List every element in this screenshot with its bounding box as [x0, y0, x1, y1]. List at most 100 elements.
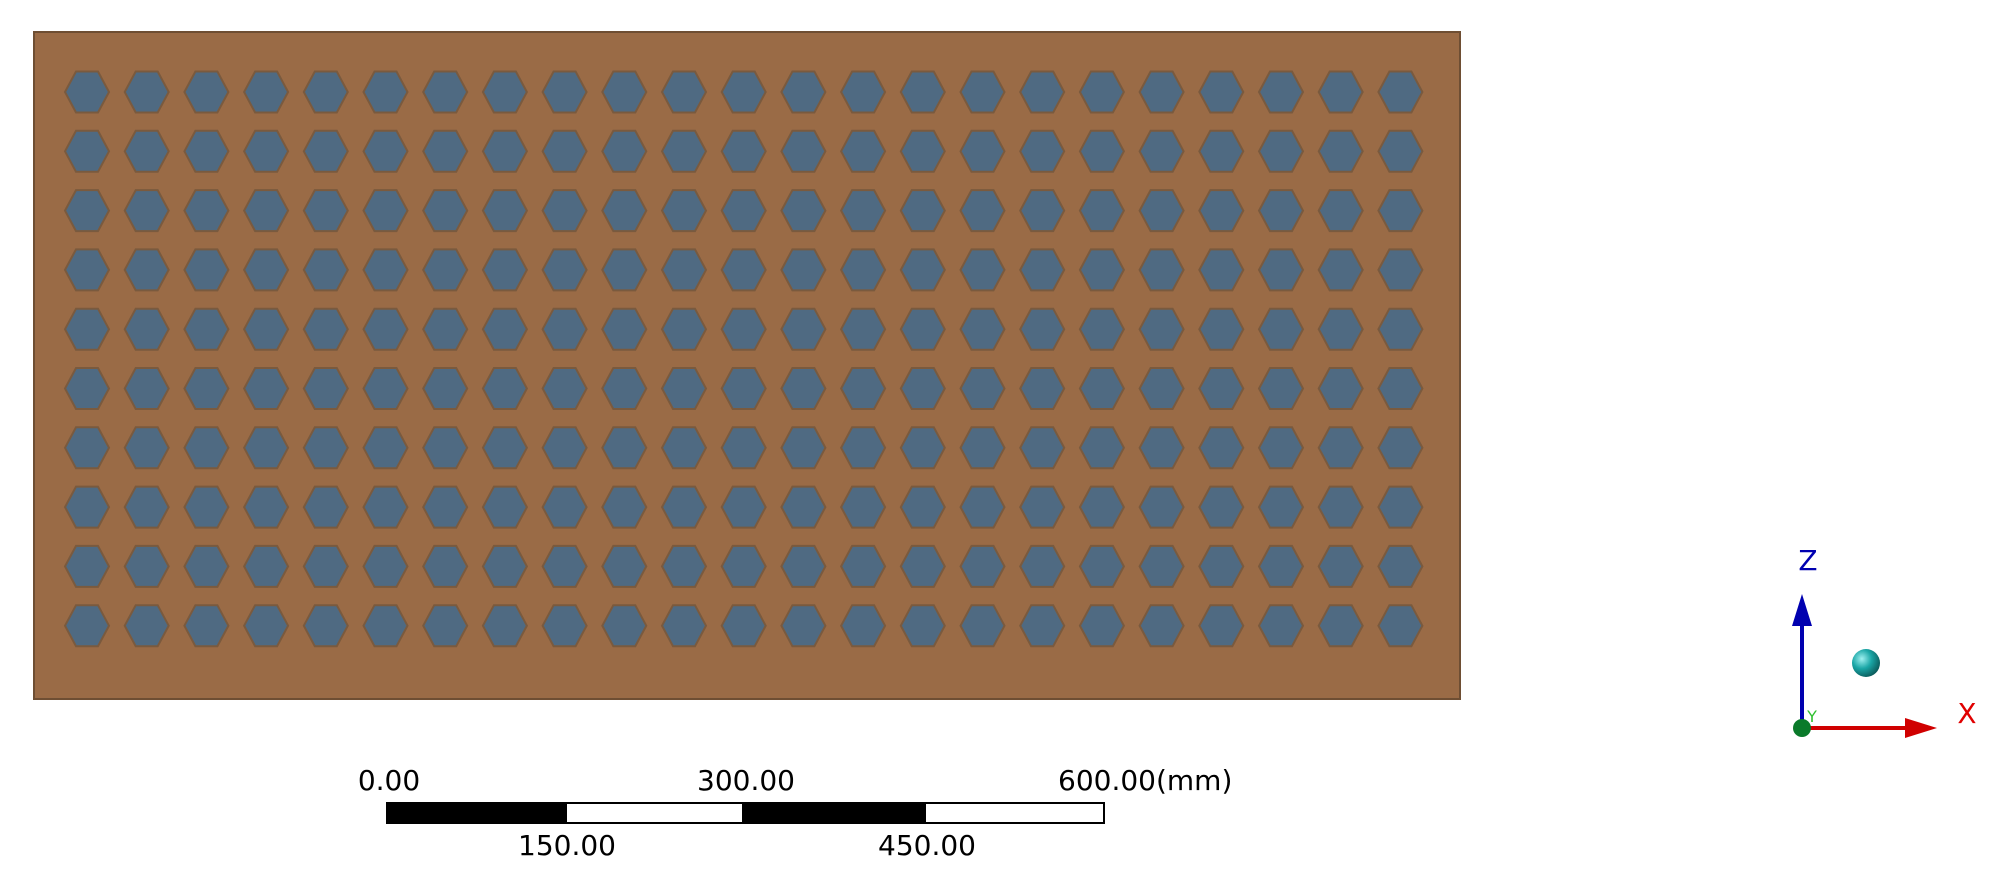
- hex-hole[interactable]: [720, 189, 767, 233]
- hex-hole[interactable]: [780, 70, 827, 114]
- hex-hole[interactable]: [422, 129, 469, 173]
- view-sphere[interactable]: [1852, 649, 1880, 677]
- hex-hole[interactable]: [839, 544, 887, 588]
- hex-hole[interactable]: [302, 367, 349, 410]
- hex-hole[interactable]: [899, 485, 946, 529]
- hex-hole[interactable]: [720, 248, 767, 292]
- hex-hole[interactable]: [541, 426, 588, 470]
- hex-hole[interactable]: [1019, 248, 1066, 292]
- hex-hole[interactable]: [302, 485, 349, 529]
- hex-hole[interactable]: [660, 248, 708, 292]
- hex-hole[interactable]: [123, 189, 170, 233]
- hex-hole[interactable]: [302, 248, 349, 292]
- hex-hole[interactable]: [1138, 367, 1185, 410]
- hex-hole[interactable]: [839, 307, 887, 351]
- hex-hole[interactable]: [302, 70, 349, 114]
- hex-hole[interactable]: [839, 485, 887, 529]
- hex-hole[interactable]: [1198, 367, 1245, 410]
- hex-hole[interactable]: [1138, 70, 1185, 114]
- hex-hole[interactable]: [1317, 189, 1364, 233]
- hex-hole[interactable]: [780, 485, 827, 529]
- hex-hole[interactable]: [899, 129, 946, 173]
- hex-hole[interactable]: [1377, 129, 1424, 173]
- hex-hole[interactable]: [1198, 426, 1245, 470]
- hex-hole[interactable]: [899, 189, 946, 233]
- hex-hole[interactable]: [541, 129, 588, 173]
- hex-hole[interactable]: [302, 189, 349, 233]
- hex-hole[interactable]: [839, 70, 887, 114]
- hex-hole[interactable]: [481, 70, 529, 114]
- hex-hole[interactable]: [183, 367, 230, 410]
- hex-hole[interactable]: [1317, 367, 1364, 410]
- hex-hole[interactable]: [601, 307, 648, 351]
- hex-hole[interactable]: [123, 485, 170, 529]
- hex-hole[interactable]: [362, 248, 409, 292]
- hex-hole[interactable]: [422, 307, 469, 351]
- hex-hole[interactable]: [541, 604, 588, 648]
- hex-hole[interactable]: [780, 544, 827, 588]
- hex-hole[interactable]: [1257, 129, 1305, 173]
- hex-hole[interactable]: [660, 485, 708, 529]
- hex-hole[interactable]: [1198, 248, 1245, 292]
- hex-hole[interactable]: [1078, 307, 1126, 351]
- hex-hole[interactable]: [720, 426, 767, 470]
- hex-hole[interactable]: [362, 604, 409, 648]
- hex-hole[interactable]: [242, 544, 290, 588]
- hex-hole[interactable]: [660, 426, 708, 470]
- hex-hole[interactable]: [422, 367, 469, 410]
- hex-hole[interactable]: [183, 426, 230, 470]
- hex-hole[interactable]: [481, 129, 529, 173]
- hex-hole[interactable]: [541, 70, 588, 114]
- hex-hole[interactable]: [183, 485, 230, 529]
- hex-hole[interactable]: [362, 70, 409, 114]
- hex-hole[interactable]: [601, 70, 648, 114]
- hex-hole[interactable]: [839, 248, 887, 292]
- hex-hole[interactable]: [1317, 248, 1364, 292]
- hex-hole[interactable]: [1198, 307, 1245, 351]
- hex-hole[interactable]: [422, 189, 469, 233]
- hex-hole[interactable]: [899, 70, 946, 114]
- hex-hole[interactable]: [660, 544, 708, 588]
- hex-hole[interactable]: [302, 426, 349, 470]
- hex-hole[interactable]: [1257, 485, 1305, 529]
- hex-hole[interactable]: [481, 485, 529, 529]
- hex-hole[interactable]: [839, 129, 887, 173]
- hex-hole[interactable]: [601, 485, 648, 529]
- hex-hole[interactable]: [183, 604, 230, 648]
- hex-hole[interactable]: [422, 544, 469, 588]
- hex-hole[interactable]: [660, 189, 708, 233]
- hex-hole[interactable]: [362, 189, 409, 233]
- hex-hole[interactable]: [1138, 426, 1185, 470]
- hex-hole[interactable]: [63, 189, 111, 233]
- hex-hole[interactable]: [541, 248, 588, 292]
- hex-hole[interactable]: [959, 129, 1006, 173]
- hex-hole[interactable]: [1078, 544, 1126, 588]
- hex-hole[interactable]: [481, 248, 529, 292]
- hex-hole[interactable]: [1257, 248, 1305, 292]
- hex-hole[interactable]: [302, 544, 349, 588]
- hex-hole[interactable]: [242, 248, 290, 292]
- hex-hole[interactable]: [123, 426, 170, 470]
- hex-hole[interactable]: [422, 485, 469, 529]
- hex-hole[interactable]: [1078, 70, 1126, 114]
- hex-hole[interactable]: [899, 544, 946, 588]
- hex-hole[interactable]: [1019, 129, 1066, 173]
- hex-hole[interactable]: [1138, 485, 1185, 529]
- hex-hole[interactable]: [1138, 129, 1185, 173]
- hex-hole[interactable]: [1257, 189, 1305, 233]
- hex-hole[interactable]: [422, 426, 469, 470]
- hex-hole[interactable]: [720, 307, 767, 351]
- hex-hole[interactable]: [1317, 544, 1364, 588]
- hex-hole[interactable]: [362, 485, 409, 529]
- hex-hole[interactable]: [422, 70, 469, 114]
- hex-hole[interactable]: [959, 544, 1006, 588]
- hex-hole[interactable]: [1078, 426, 1126, 470]
- hex-hole[interactable]: [242, 70, 290, 114]
- hex-hole[interactable]: [1019, 189, 1066, 233]
- hex-hole[interactable]: [1317, 485, 1364, 529]
- hex-hole[interactable]: [242, 367, 290, 410]
- hex-hole[interactable]: [660, 129, 708, 173]
- hex-hole[interactable]: [899, 248, 946, 292]
- hex-hole[interactable]: [481, 604, 529, 648]
- hex-hole[interactable]: [63, 485, 111, 529]
